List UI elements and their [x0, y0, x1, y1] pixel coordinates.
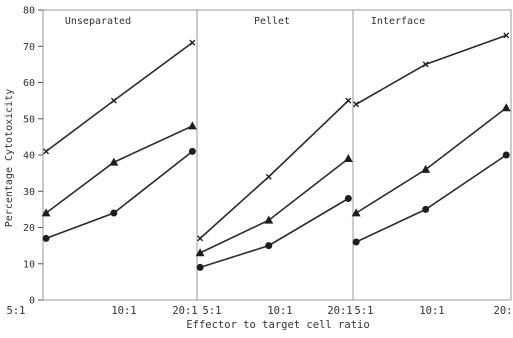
panel-title: Unseparated: [65, 16, 131, 27]
panel-frame-1: [42, 9, 198, 301]
y-axis: 0 10 20 30 40 50 60 70 80: [23, 6, 43, 307]
data-point-cross: [189, 39, 196, 46]
data-point-triangle: [351, 208, 361, 217]
data-point-cross: [345, 97, 352, 104]
panel-title: Pellet: [254, 16, 290, 27]
x-tick-label: 10:1: [267, 305, 292, 317]
y-tick-label: 80: [23, 6, 35, 17]
y-axis-label: Percentage Cytotoxicity: [4, 89, 15, 227]
data-point-triangle: [187, 121, 197, 130]
x-tick-label: 20:1: [327, 305, 352, 317]
y-tick-label: 10: [23, 259, 35, 270]
panel-frame-2: [196, 9, 354, 301]
series-line-cross: [199, 100, 349, 239]
data-point-cross: [353, 101, 360, 108]
data-point-cross: [265, 173, 272, 180]
y-tick-label: 0: [29, 296, 35, 307]
data-point-triangle: [264, 215, 274, 224]
data-point-cross: [110, 97, 117, 104]
series-line-triangle: [199, 157, 349, 254]
data-point-circle: [352, 238, 360, 246]
data-point-circle: [265, 242, 273, 250]
y-tick-label: 50: [23, 114, 35, 125]
y-tick-label: 70: [23, 42, 35, 53]
y-tick-label: 30: [23, 187, 35, 198]
data-point-cross: [43, 148, 50, 155]
data-point-cross: [422, 61, 429, 68]
x-tick-label: 10:1: [111, 305, 136, 317]
series-line-cross: [355, 34, 507, 105]
x-tick-label: 20:1: [172, 305, 197, 317]
panel-frame-3: [352, 9, 512, 301]
panel-frames: [42, 9, 512, 301]
plot-area: Unseparated Pellet Interface: [41, 16, 511, 271]
x-tick-label: 20:: [494, 305, 513, 317]
panel-title: Interface: [371, 16, 425, 27]
x-tick-label: 5:1: [203, 305, 222, 317]
x-tick-label: 10:1: [419, 305, 444, 317]
series-line-circle: [199, 197, 349, 269]
series-line-triangle: [355, 107, 507, 214]
y-tick-label: 40: [23, 151, 35, 162]
x-axis: 5:1 10:1 20:1 5:1 10:1 20:1 5:1 10:1 20:: [7, 305, 513, 317]
y-tick-label: 20: [23, 223, 35, 234]
x-tick-label: 5:1: [7, 305, 26, 317]
x-axis-label: Effector to target cell ratio: [186, 319, 369, 331]
data-point-triangle: [501, 103, 511, 112]
series-line-circle: [45, 150, 193, 240]
data-point-triangle: [109, 157, 119, 166]
data-point-circle: [42, 234, 50, 242]
x-tick-label: 5:1: [355, 305, 374, 317]
data-point-triangle: [343, 153, 353, 163]
data-point-circle: [196, 263, 204, 271]
data-point-cross: [503, 32, 510, 39]
data-point-circle: [344, 195, 352, 202]
data-point-triangle: [41, 208, 51, 217]
data-point-triangle: [421, 164, 431, 173]
data-point-cross: [197, 235, 204, 242]
y-tick-label: 60: [23, 78, 35, 89]
data-point-circle: [188, 147, 196, 155]
data-point-triangle: [195, 248, 205, 257]
data-point-circle: [422, 205, 430, 213]
data-point-circle: [110, 209, 118, 217]
data-point-circle: [502, 151, 510, 159]
series-line-cross: [45, 41, 193, 153]
